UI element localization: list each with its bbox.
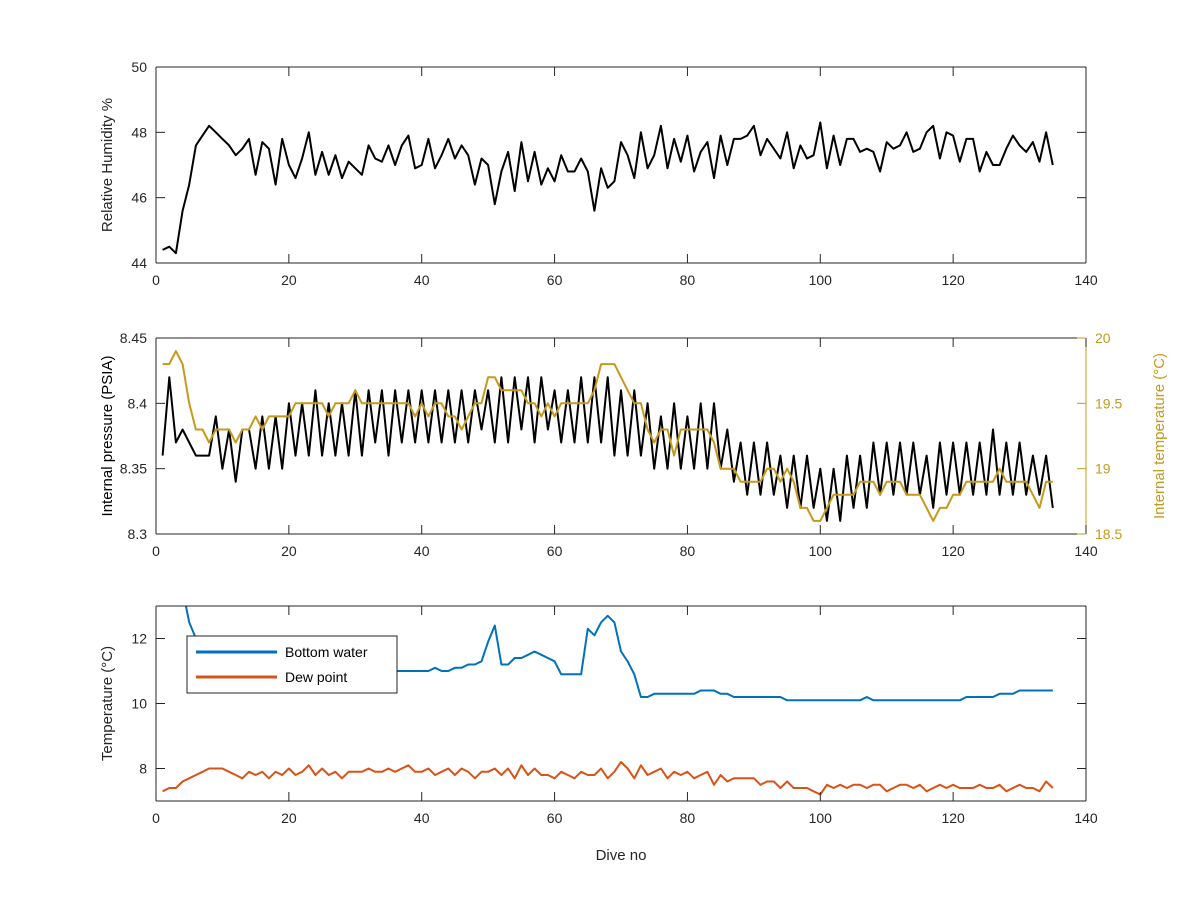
panel-2-series-2-line xyxy=(162,350,1053,522)
panel-2-xtick-label: 120 xyxy=(941,543,965,559)
panel-1-ytick-label: 48 xyxy=(131,124,147,140)
panel-2-ylabel: Internal pressure (PSIA) xyxy=(99,356,116,517)
panel-1-ytick-label: 44 xyxy=(131,255,147,271)
panel-3: 0 20 40 60 80 100 120 140 8 10 12 Temperature (°C) D… xyxy=(99,605,1098,864)
panel-1-ytick-label: 50 xyxy=(131,59,147,75)
panel-3-xtick-label: 100 xyxy=(809,810,833,826)
panel-3-xtick-label: 60 xyxy=(547,810,563,826)
panel-1-series xyxy=(162,121,1054,255)
panel-2-ytick-right-label: 20 xyxy=(1095,330,1111,346)
panel-3-ylabel: Temperature (°C) xyxy=(99,646,116,761)
panel-2-xtick-label: 100 xyxy=(809,543,833,559)
panel-2-ylabel-right: Internal temperature (°C) xyxy=(1151,353,1168,519)
panel-3-xlabel: Dive no xyxy=(596,847,647,864)
panel-3-legend: Bottom water Dew point xyxy=(186,635,398,694)
panel-2-ytick-label: 8.3 xyxy=(128,526,148,542)
panel-3-xtick-label: 20 xyxy=(281,810,297,826)
panel-2-xtick-label: 0 xyxy=(152,543,160,559)
legend-box xyxy=(186,635,398,694)
panel-1-xtick-label: 140 xyxy=(1074,272,1098,288)
panel-2-ytick-label: 8.35 xyxy=(120,461,147,477)
panel-3-ytick-label: 12 xyxy=(131,631,147,647)
panel-1-xtick-label: 120 xyxy=(941,272,965,288)
panel-2-xtick-label: 80 xyxy=(680,543,696,559)
panel-2-ytick-right-label: 18.5 xyxy=(1095,526,1122,542)
panel-2-xtick-label: 60 xyxy=(547,543,563,559)
panel-1: 0 20 40 60 80 100 120 140 44 46 48 50 Relative Humid… xyxy=(99,59,1098,288)
panel-2-series-1-line xyxy=(161,376,1054,522)
panel-2-xtick-label: 40 xyxy=(414,543,430,559)
legend-label-bottom-water: Bottom water xyxy=(285,644,368,660)
panel-1-xtick-label: 100 xyxy=(809,272,833,288)
panel-2-xtick-label: 20 xyxy=(281,543,297,559)
panel-1-xtick-label: 0 xyxy=(152,272,160,288)
panel-2-ytick-right-label: 19.5 xyxy=(1095,395,1122,411)
panel-3-xtick-label: 80 xyxy=(680,810,696,826)
panel-3-series xyxy=(162,606,1054,796)
panel-1-ytick-label: 46 xyxy=(131,190,147,206)
panel-3-xtick-label: 40 xyxy=(414,810,430,826)
panel-1-series-1-line xyxy=(162,121,1054,255)
panel-2: 0 20 40 60 80 100 120 140 8.3 8.35 8.4 8.45 18.5 19 19… xyxy=(99,330,1168,559)
panel-2-xtick-label: 140 xyxy=(1074,543,1098,559)
legend-label-dew-point: Dew point xyxy=(285,669,347,685)
panel-2-ytick-label: 8.45 xyxy=(120,330,147,346)
panel-1-ylabel: Relative Humidity % xyxy=(99,98,116,232)
panel-2-ytick-label: 8.4 xyxy=(128,395,148,411)
panel-3-xtick-label: 140 xyxy=(1074,810,1098,826)
panel-1-xtick-label: 40 xyxy=(414,272,430,288)
panel-3-xtick-label: 120 xyxy=(941,810,965,826)
panel-2-series xyxy=(161,350,1054,522)
panel-2-ytick-right-label: 19 xyxy=(1095,461,1111,477)
panel-3-ytick-label: 8 xyxy=(139,761,147,777)
panel-3-ytick-label: 10 xyxy=(131,696,147,712)
panel-3-dew-point-line xyxy=(162,761,1054,796)
panel-1-xtick-label: 20 xyxy=(281,272,297,288)
panel-1-xtick-label: 80 xyxy=(680,272,696,288)
panel-1-xtick-label: 60 xyxy=(547,272,563,288)
panel-3-xtick-label: 0 xyxy=(152,810,160,826)
